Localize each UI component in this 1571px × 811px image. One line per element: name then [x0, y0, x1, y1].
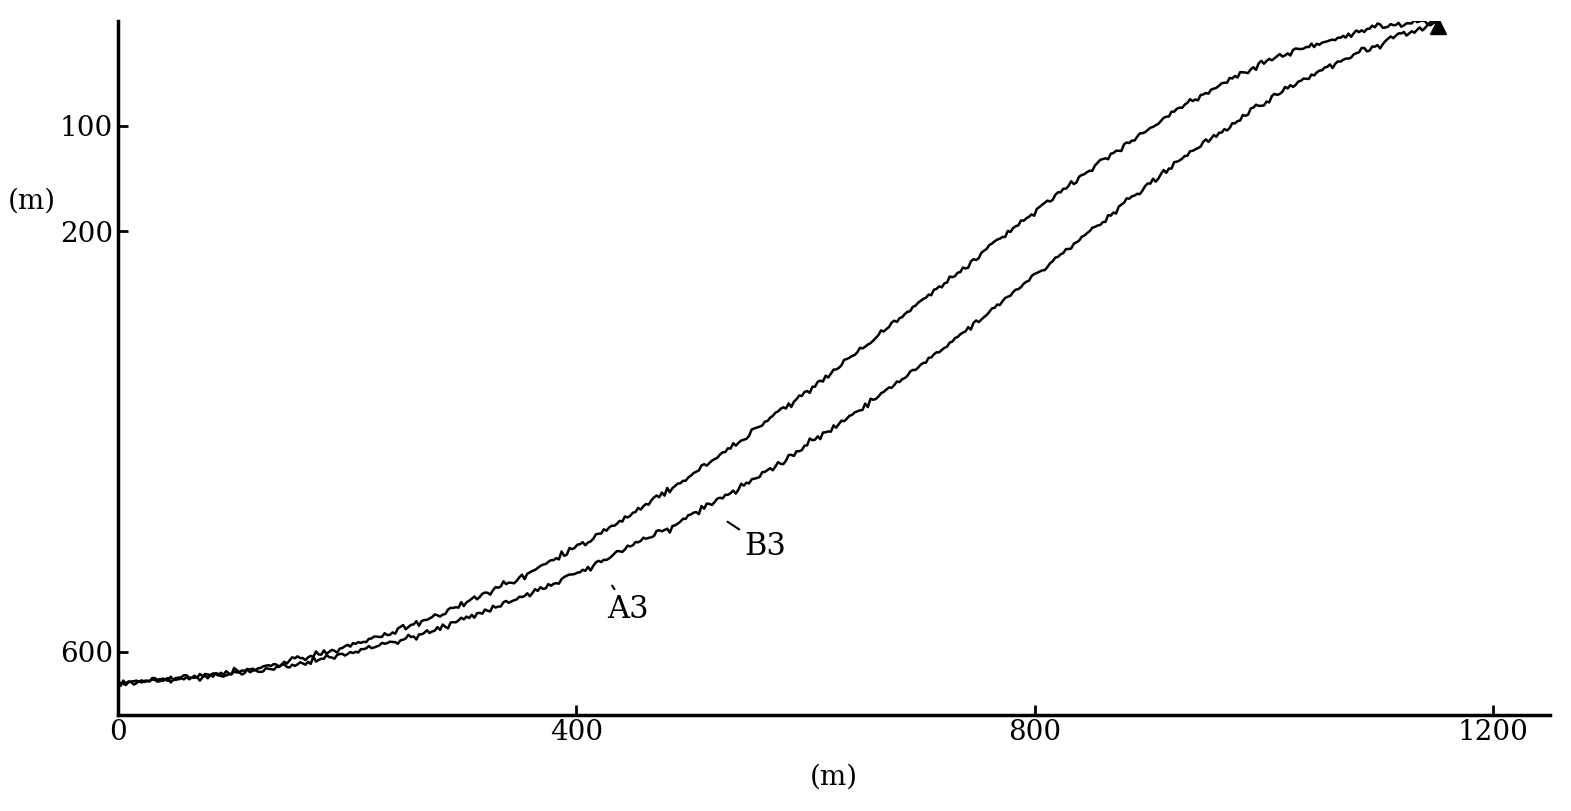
Text: B3: B3	[727, 521, 786, 562]
Text: A3: A3	[606, 586, 649, 625]
X-axis label: (m): (m)	[811, 763, 858, 790]
Y-axis label: (m): (m)	[8, 188, 57, 215]
